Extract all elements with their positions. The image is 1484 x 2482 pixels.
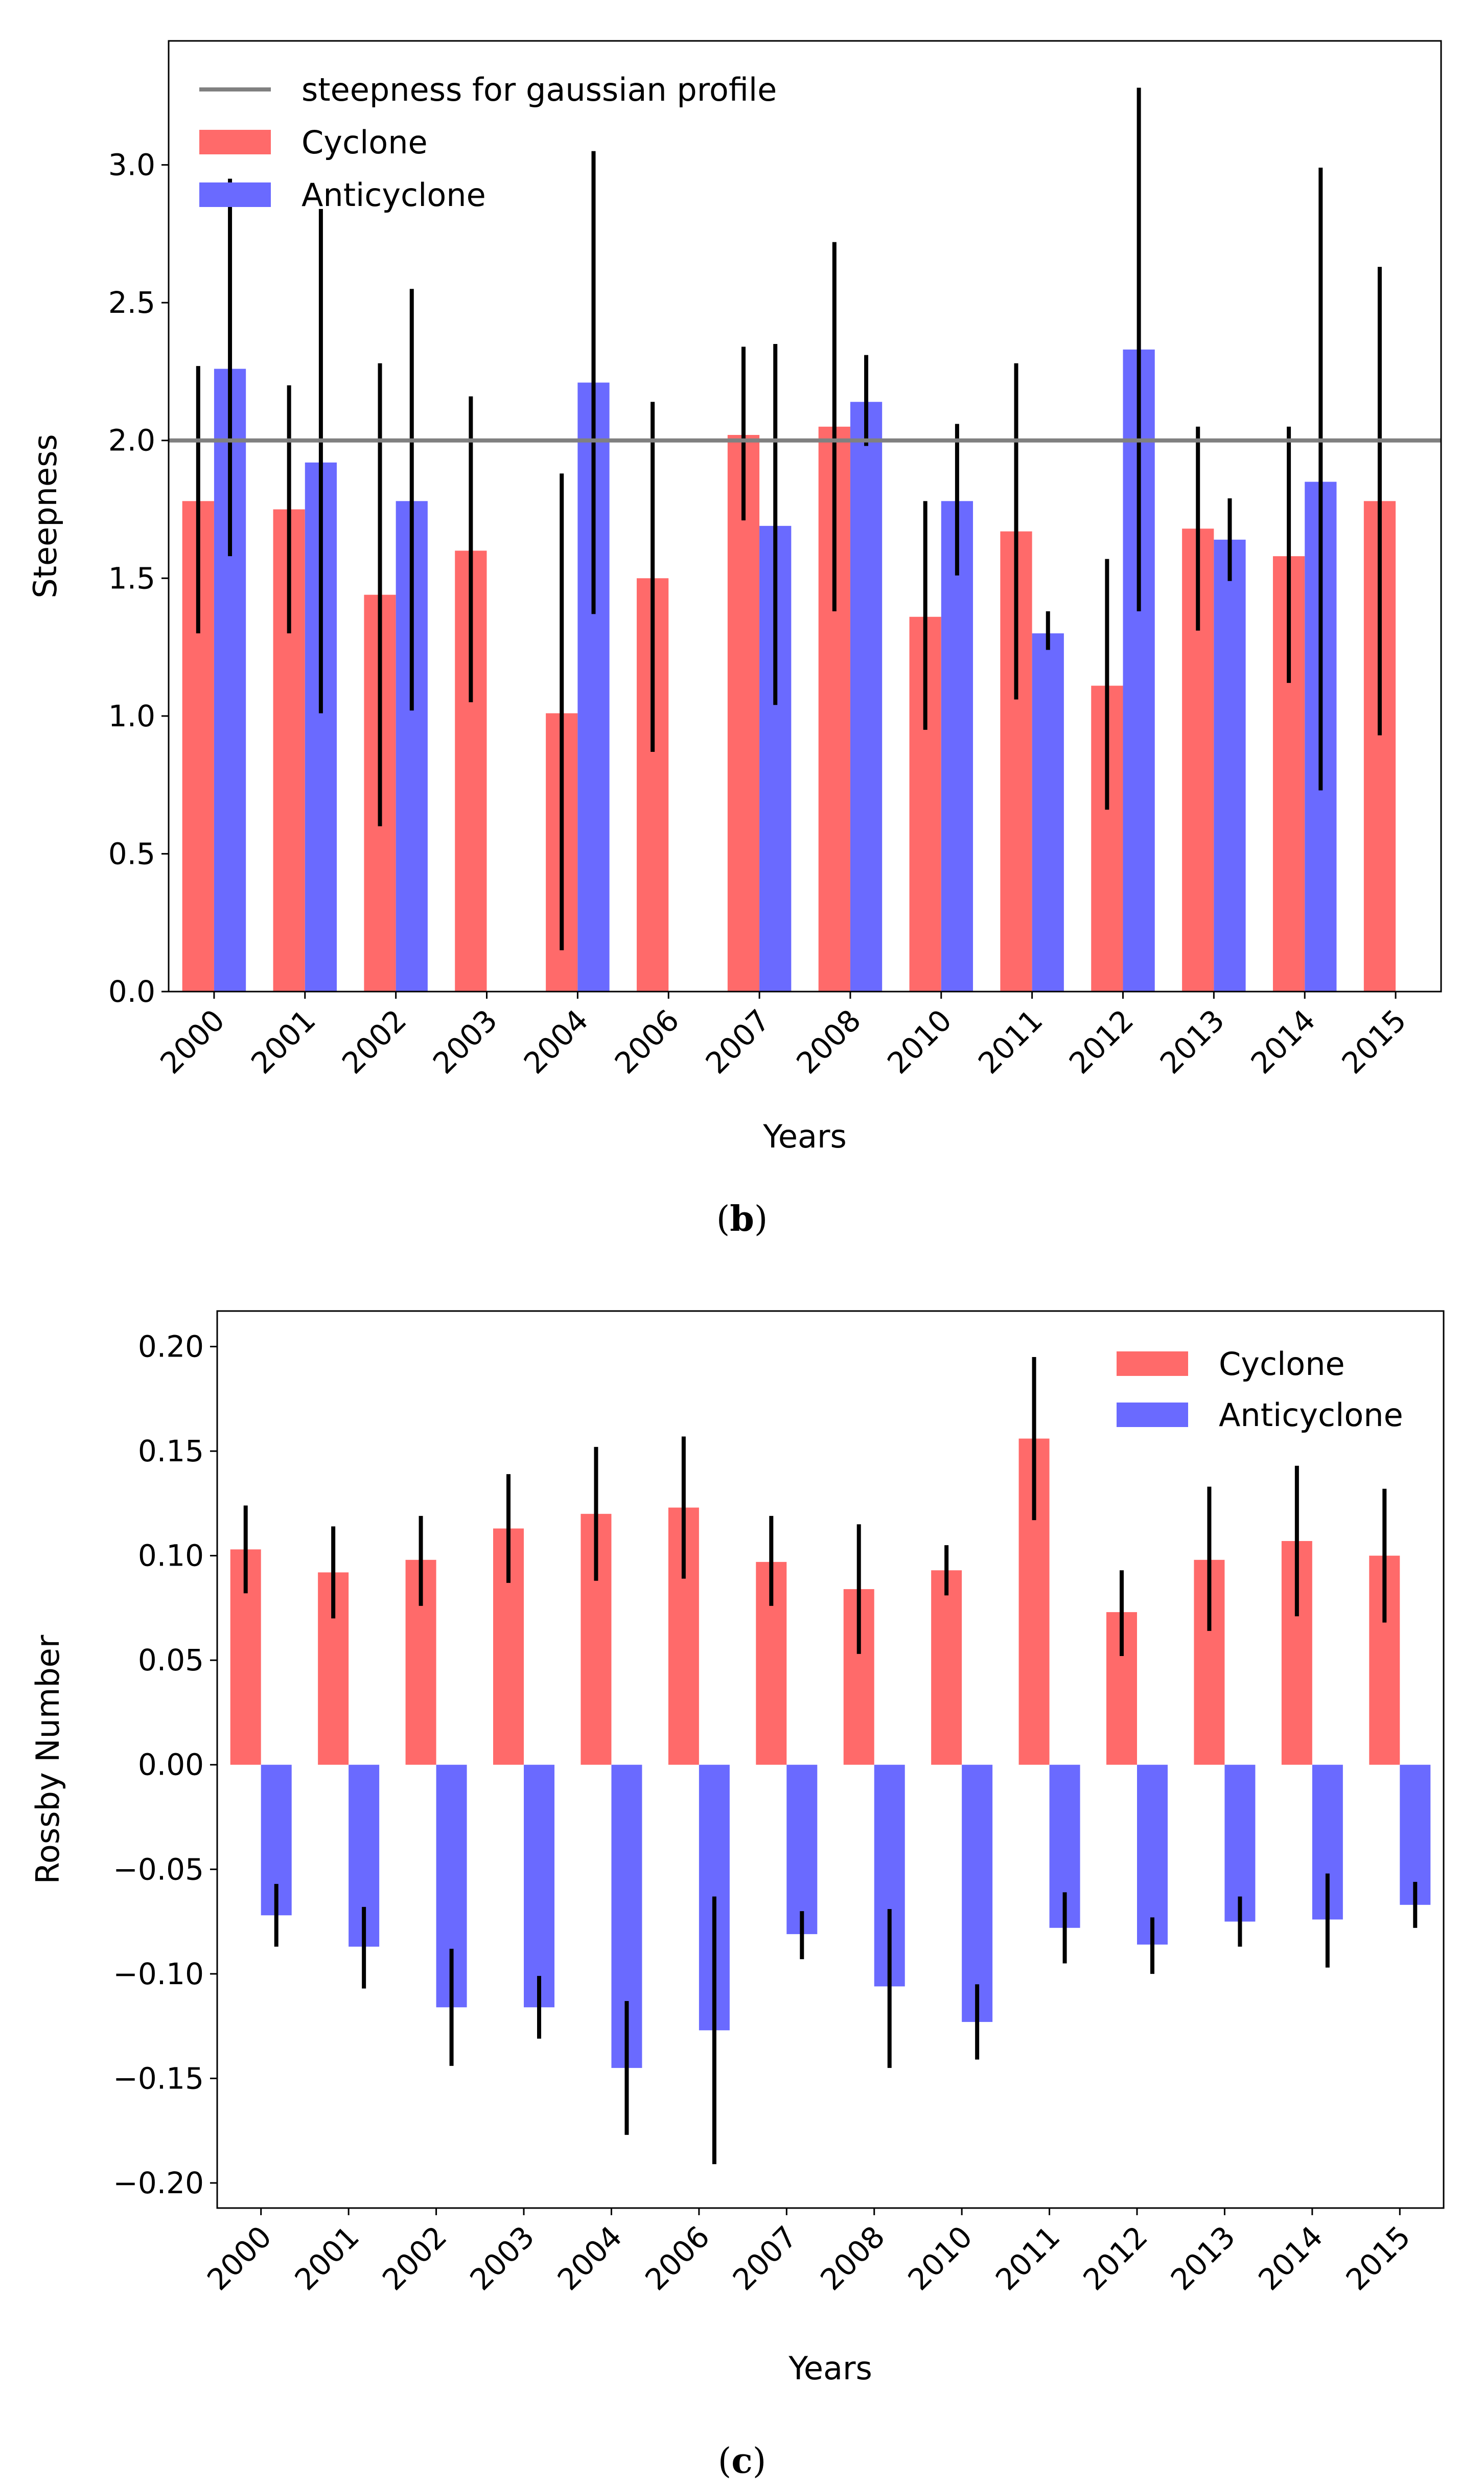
anticyclone-bar-2007: [786, 1764, 818, 1935]
x-tick-label-2002: 2002: [335, 1003, 413, 1081]
anticyclone-bar-2010: [941, 501, 973, 992]
x-tick-label-2006: 2006: [638, 2219, 716, 2297]
x-tick-label-2013: 2013: [1164, 2219, 1242, 2297]
y-tick-label: 0.00: [138, 1748, 204, 1782]
x-tick-label-2004: 2004: [517, 1003, 595, 1081]
x-tick-label-2000: 2000: [153, 1003, 231, 1081]
y-tick-label: 3.0: [108, 148, 155, 182]
x-tick-label-2008: 2008: [814, 2219, 891, 2297]
x-tick-label-2015: 2015: [1339, 2219, 1417, 2297]
x-tick-label-2001: 2001: [244, 1003, 322, 1081]
y-tick-label: −0.20: [113, 2166, 204, 2200]
anticyclone-bar-2003: [524, 1764, 554, 2008]
legend-cyclone-swatch: [1117, 1351, 1188, 1376]
x-tick-label-2000: 2000: [200, 2219, 278, 2297]
legend-anticyclone-swatch: [199, 182, 271, 207]
y-tick-label: 0.15: [138, 1434, 204, 1468]
x-axis-label: Years: [762, 1118, 847, 1155]
x-tick-label-2006: 2006: [608, 1003, 686, 1081]
y-axis-label: Rossby Number: [29, 1635, 66, 1884]
caption-c-label: c: [731, 2441, 753, 2481]
y-tick-label: 1.5: [108, 561, 155, 595]
caption-c: (c): [717, 2441, 767, 2481]
x-tick-label-2011: 2011: [971, 1003, 1049, 1081]
anticyclone-bar-2011: [1032, 633, 1064, 992]
rossby-chart: −0.20 −0.15 −0.10 −0.05 0.00 0.05 0.10 0.15 0.20…: [29, 1310, 1445, 2387]
x-tick-label-2007: 2007: [726, 2219, 804, 2297]
y-tick-label: 0.05: [138, 1643, 204, 1677]
caption-b: (b): [716, 1199, 768, 1239]
anticyclone-bar-2013: [1224, 1764, 1256, 1922]
y-tick-label: −0.10: [113, 1957, 204, 1991]
y-tick-label: 0.10: [138, 1538, 204, 1573]
x-tick-label-2013: 2013: [1153, 1003, 1231, 1081]
y-tick-label: −0.15: [113, 2061, 204, 2096]
cyclone-bar-2010: [931, 1570, 962, 1765]
caption-b-label: b: [730, 1199, 754, 1239]
legend-cyclone-label: Cyclone: [302, 124, 428, 161]
y-tick-label: 0.5: [108, 836, 155, 871]
legend-anticyclone-swatch: [1117, 1403, 1188, 1427]
plot-frame: [216, 1310, 1445, 2209]
steepness-figure: 0.0 0.5 1.0 1.5 2.0 2.5 3.0 2000 2001 2002 2003 200…: [0, 0, 1484, 1239]
anticyclone-bar-2012: [1137, 1764, 1168, 1945]
x-tick-label-2007: 2007: [699, 1003, 777, 1081]
x-tick-label-2014: 2014: [1251, 2219, 1329, 2297]
x-tick-label-2002: 2002: [376, 2219, 453, 2297]
x-tick-label-2001: 2001: [288, 2219, 366, 2297]
x-tick-label-2014: 2014: [1244, 1003, 1322, 1081]
cyclone-bar-2007: [727, 434, 760, 992]
anticyclone-bar-2013: [1214, 539, 1246, 992]
plot-frame: [168, 40, 1442, 993]
rossby-figure: −0.20 −0.15 −0.10 −0.05 0.00 0.05 0.10 0.15 0.20…: [0, 1237, 1484, 2482]
anticyclone-bar-2015: [1400, 1764, 1431, 1905]
legend-cyclone-label: Cyclone: [1219, 1345, 1345, 1383]
y-tick-label: 2.5: [108, 285, 155, 320]
y-tick-label: 0.0: [108, 974, 155, 1009]
x-tick-label-2010: 2010: [901, 2219, 979, 2297]
legend-reference-label: steepness for gaussian profile: [302, 71, 777, 108]
y-tick-label: 2.0: [108, 423, 155, 458]
anticyclone-bar-2010: [962, 1764, 993, 2022]
legend-anticyclone-label: Anticyclone: [1219, 1396, 1403, 1434]
x-tick-label-2011: 2011: [989, 2219, 1066, 2297]
legend-cyclone-swatch: [199, 130, 271, 154]
x-tick-label-2008: 2008: [790, 1003, 867, 1081]
y-tick-label: −0.05: [113, 1852, 204, 1887]
legend-anticyclone-label: Anticyclone: [302, 176, 486, 214]
x-tick-label-2012: 2012: [1076, 2219, 1154, 2297]
y-tick-label: 0.20: [138, 1329, 204, 1364]
y-axis-label: Steepness: [27, 434, 64, 598]
x-tick-label-2003: 2003: [463, 2219, 541, 2297]
anticyclone-bar-2008: [850, 402, 883, 992]
x-tick-label-2015: 2015: [1335, 1003, 1413, 1081]
x-tick-label-2010: 2010: [880, 1003, 958, 1081]
x-axis-label: Years: [788, 2350, 872, 2387]
x-tick-label-2003: 2003: [426, 1003, 504, 1081]
y-tick-label: 1.0: [108, 699, 155, 733]
x-tick-label-2004: 2004: [551, 2219, 629, 2297]
x-tick-label-2012: 2012: [1062, 1003, 1140, 1081]
